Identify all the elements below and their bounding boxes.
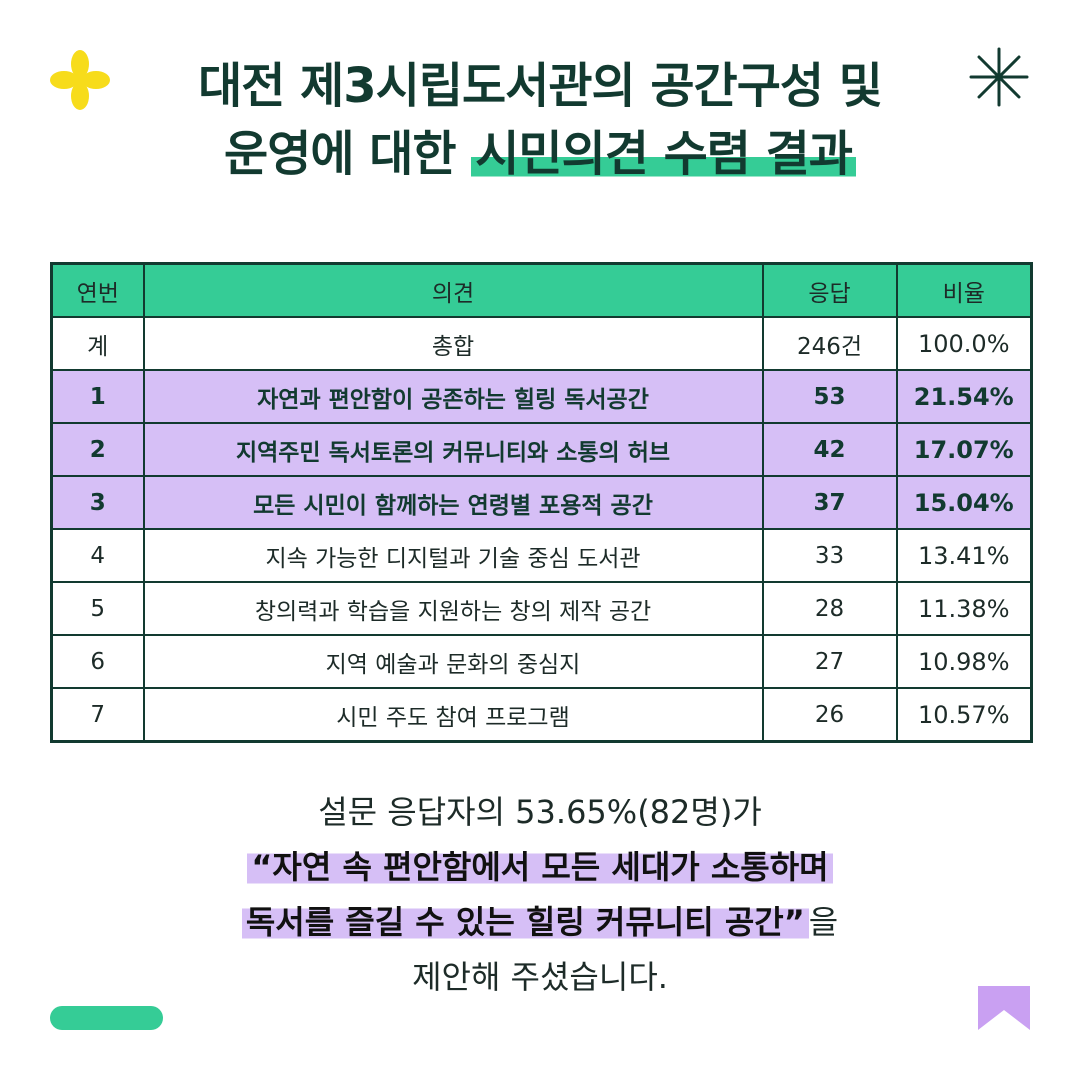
row-opinion: 시민 주도 참여 프로그램 bbox=[142, 687, 764, 743]
header-opinion: 의견 bbox=[142, 262, 764, 318]
row-count: 33 bbox=[761, 528, 898, 583]
row-no: 1 bbox=[50, 369, 145, 424]
table-row: 1 자연과 편안함이 공존하는 힐링 독서공간 53 21.54% bbox=[50, 369, 1033, 424]
table-row: 5 창의력과 학습을 지원하는 창의 제작 공간 28 11.38% bbox=[50, 581, 1033, 636]
page-title: 대전 제3시립도서관의 공간구성 및 운영에 대한 시민의견 수렴 결과 bbox=[0, 52, 1080, 188]
row-opinion: 지속 가능한 디지털과 기술 중심 도서관 bbox=[142, 528, 764, 583]
row-count: 27 bbox=[761, 634, 898, 689]
row-opinion: 지역주민 독서토론의 커뮤니티와 소통의 허브 bbox=[142, 422, 764, 477]
green-pill-decoration bbox=[50, 1006, 163, 1030]
total-opinion: 총합 bbox=[142, 316, 764, 371]
title-highlight: 시민의견 수렴 결과 bbox=[471, 126, 856, 182]
summary-line-1: 설문 응답자의 53.65%(82명)가 bbox=[318, 793, 762, 831]
row-no: 7 bbox=[50, 687, 145, 743]
table-row: 6 지역 예술과 문화의 중심지 27 10.98% bbox=[50, 634, 1033, 689]
title-line-2-plain: 운영에 대한 bbox=[224, 126, 472, 182]
title-line-2: 운영에 대한 시민의견 수렴 결과 bbox=[0, 120, 1080, 188]
summary-highlight-1: “자연 속 편안함에서 모든 세대가 소통하며 bbox=[247, 848, 833, 886]
purple-chevron-icon bbox=[978, 986, 1030, 1030]
table-row: 4 지속 가능한 디지털과 기술 중심 도서관 33 13.41% bbox=[50, 528, 1033, 583]
total-ratio: 100.0% bbox=[895, 316, 1033, 371]
row-ratio: 15.04% bbox=[895, 475, 1033, 530]
header-no: 연번 bbox=[50, 262, 145, 318]
row-count: 37 bbox=[761, 475, 898, 530]
row-ratio: 10.57% bbox=[895, 687, 1033, 743]
table-header-row: 연번 의견 응답 비율 bbox=[50, 262, 1033, 318]
row-no: 3 bbox=[50, 475, 145, 530]
row-ratio: 11.38% bbox=[895, 581, 1033, 636]
row-opinion: 지역 예술과 문화의 중심지 bbox=[142, 634, 764, 689]
summary-highlight-2: 독서를 즐길 수 있는 힐링 커뮤니티 공간” bbox=[241, 903, 809, 941]
row-opinion: 자연과 편안함이 공존하는 힐링 독서공간 bbox=[142, 369, 764, 424]
table-row: 7 시민 주도 참여 프로그램 26 10.57% bbox=[50, 687, 1033, 743]
total-count: 246건 bbox=[761, 316, 898, 371]
summary-line-3-plain: 을 bbox=[808, 903, 839, 941]
total-row: 계 총합 246건 100.0% bbox=[50, 316, 1033, 371]
summary-text: 설문 응답자의 53.65%(82명)가 “자연 속 편안함에서 모든 세대가 … bbox=[0, 785, 1080, 1005]
row-count: 28 bbox=[761, 581, 898, 636]
row-opinion: 모든 시민이 함께하는 연령별 포용적 공간 bbox=[142, 475, 764, 530]
asterisk-star-icon bbox=[969, 47, 1029, 107]
row-no: 2 bbox=[50, 422, 145, 477]
row-ratio: 10.98% bbox=[895, 634, 1033, 689]
row-opinion: 창의력과 학습을 지원하는 창의 제작 공간 bbox=[142, 581, 764, 636]
header-count: 응답 bbox=[761, 262, 898, 318]
table-row: 2 지역주민 독서토론의 커뮤니티와 소통의 허브 42 17.07% bbox=[50, 422, 1033, 477]
title-line-1: 대전 제3시립도서관의 공간구성 및 bbox=[198, 58, 883, 114]
row-count: 42 bbox=[761, 422, 898, 477]
row-no: 6 bbox=[50, 634, 145, 689]
row-no: 5 bbox=[50, 581, 145, 636]
row-ratio: 13.41% bbox=[895, 528, 1033, 583]
yellow-flower-icon bbox=[50, 50, 110, 110]
results-table: 연번 의견 응답 비율 계 총합 246건 100.0% 1 자연과 편안함이 공… bbox=[50, 262, 1033, 743]
summary-line-4: 제안해 주셨습니다. bbox=[412, 958, 668, 996]
row-no: 4 bbox=[50, 528, 145, 583]
row-count: 53 bbox=[761, 369, 898, 424]
summary-line-3: 독서를 즐길 수 있는 힐링 커뮤니티 공간” 을 bbox=[0, 895, 1080, 950]
summary-line-2: “자연 속 편안함에서 모든 세대가 소통하며 bbox=[0, 840, 1080, 895]
row-count: 26 bbox=[761, 687, 898, 743]
row-ratio: 21.54% bbox=[895, 369, 1033, 424]
total-no: 계 bbox=[50, 316, 145, 371]
header-ratio: 비율 bbox=[895, 262, 1033, 318]
row-ratio: 17.07% bbox=[895, 422, 1033, 477]
table-row: 3 모든 시민이 함께하는 연령별 포용적 공간 37 15.04% bbox=[50, 475, 1033, 530]
